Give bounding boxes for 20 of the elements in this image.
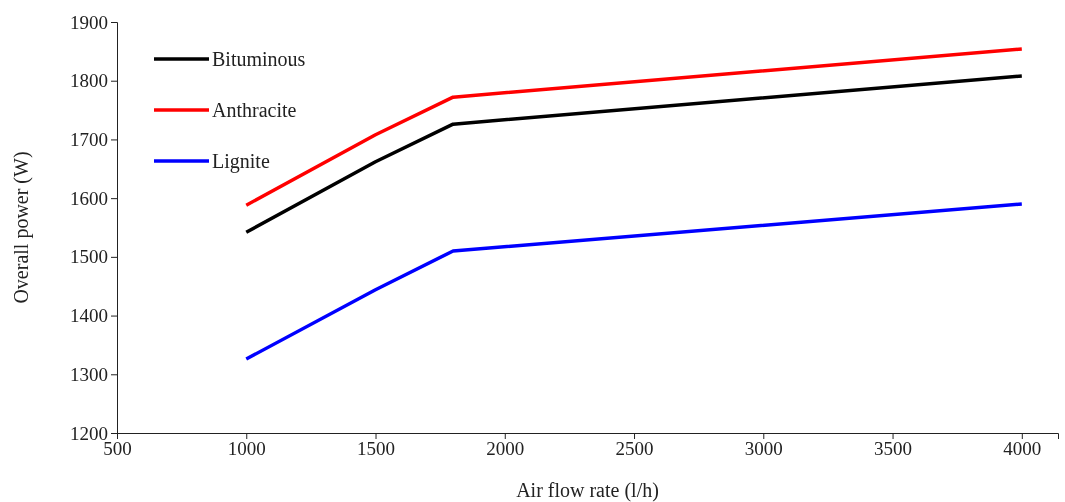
y-tick-label: 1600 [70, 187, 108, 209]
y-tick-label: 1400 [70, 305, 108, 327]
y-tick-label: 1900 [70, 11, 108, 33]
x-tick-label: 3000 [744, 438, 783, 460]
y-tick-label: 1500 [70, 246, 108, 268]
x-tick-label: 4000 [1003, 438, 1042, 460]
x-tick-label: 2500 [615, 438, 654, 460]
y-axis-title: Overall power (W) [10, 151, 33, 304]
x-axis-title: Air flow rate (l/h) [516, 479, 659, 502]
x-tick-label: 3500 [874, 438, 913, 460]
y-tick-label: 1700 [70, 129, 108, 151]
x-tick-label: 2000 [486, 438, 525, 460]
line-series [244, 202, 1024, 361]
y-tick-label: 1300 [70, 363, 108, 385]
y-tick-label: 1800 [70, 70, 108, 92]
legend-label: Anthracite [212, 99, 297, 121]
x-tick-label: 1500 [357, 438, 396, 460]
legend-label: Bituminous [212, 48, 306, 70]
x-tick-label: 1000 [227, 438, 266, 460]
legend-label: Lignite [212, 150, 270, 173]
